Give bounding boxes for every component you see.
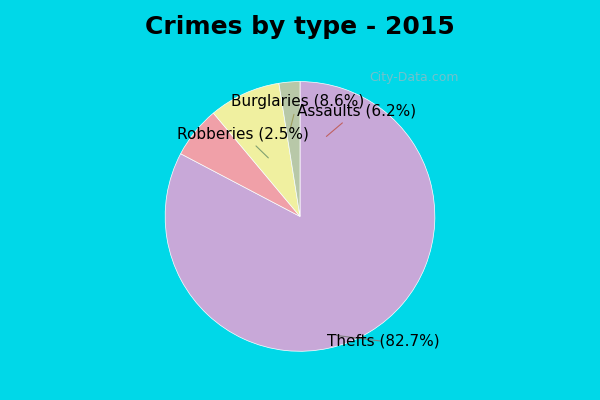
Wedge shape — [279, 82, 300, 216]
Wedge shape — [214, 83, 300, 216]
Text: Thefts (82.7%): Thefts (82.7%) — [327, 334, 440, 349]
Text: Robberies (2.5%): Robberies (2.5%) — [178, 126, 310, 158]
Wedge shape — [165, 82, 435, 351]
Text: Burglaries (8.6%): Burglaries (8.6%) — [230, 94, 364, 130]
Title: Crimes by type - 2015: Crimes by type - 2015 — [145, 15, 455, 39]
Text: Assaults (6.2%): Assaults (6.2%) — [297, 103, 416, 136]
Text: City-Data.com: City-Data.com — [369, 72, 458, 84]
Wedge shape — [181, 113, 300, 216]
